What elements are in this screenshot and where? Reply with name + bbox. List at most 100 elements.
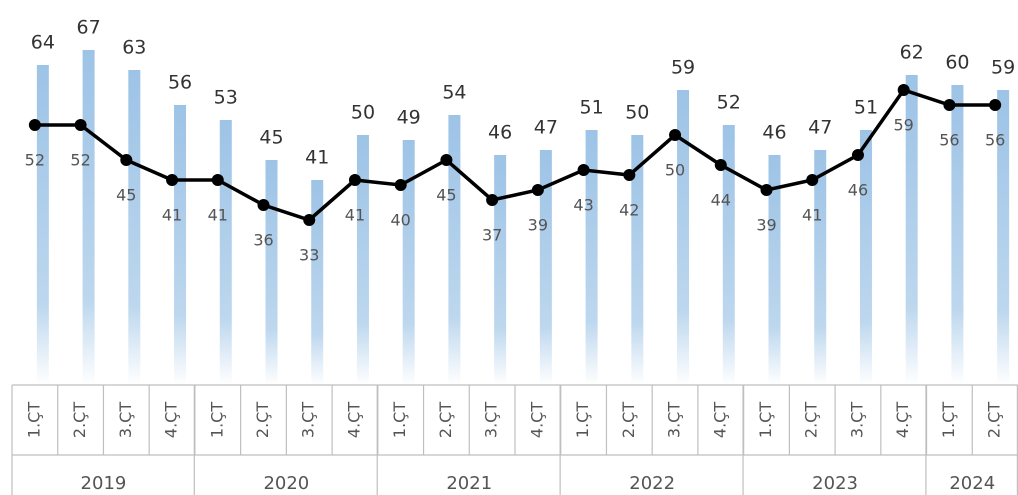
line-label: 52	[70, 151, 90, 170]
line	[34, 87, 996, 222]
bar	[722, 125, 735, 385]
x-tick-label: 2.ÇT	[436, 402, 455, 438]
x-tick-label: 1.ÇT	[939, 402, 958, 438]
x-tick-label: 2.ÇT	[802, 402, 821, 438]
bar-label: 54	[442, 82, 466, 104]
bar	[677, 90, 690, 385]
x-tick-label: 1.ÇT	[573, 402, 592, 438]
line-point	[577, 164, 590, 176]
bar-label: 49	[397, 107, 421, 129]
group-label: 2019	[81, 473, 127, 494]
line-point	[486, 194, 499, 206]
bar	[539, 150, 552, 385]
bar-label: 67	[76, 17, 100, 39]
bar	[448, 115, 461, 385]
line-label: 40	[391, 211, 411, 230]
line-label: 39	[756, 216, 776, 235]
bar-label: 56	[168, 72, 192, 94]
line-label: 59	[894, 116, 914, 135]
bar-label: 52	[717, 92, 741, 114]
bar	[174, 105, 187, 385]
bar	[585, 130, 598, 385]
line-point	[669, 129, 682, 141]
x-tick-label: 2.ÇT	[619, 402, 638, 438]
line-point	[303, 214, 316, 226]
x-tick-label: 1.ÇT	[207, 402, 226, 438]
line-point	[714, 159, 727, 171]
line-label: 37	[482, 226, 502, 245]
line-label: 52	[25, 151, 45, 170]
line-point	[760, 184, 773, 196]
bar-label: 41	[305, 147, 329, 169]
line-point	[851, 149, 864, 161]
bar	[997, 90, 1010, 385]
bar	[311, 180, 324, 385]
bar-label: 53	[214, 87, 238, 109]
x-tick-label: 4.ÇT	[710, 402, 729, 438]
bar	[631, 135, 644, 385]
line-point	[623, 169, 636, 181]
line-label: 41	[345, 206, 365, 225]
bar	[402, 140, 415, 385]
x-tick-label: 1.ÇT	[756, 402, 775, 438]
line-label: 44	[711, 191, 731, 210]
line-point	[394, 179, 407, 191]
x-tick-label: 2.ÇT	[985, 402, 1004, 438]
line-point	[166, 174, 179, 186]
line-label: 43	[573, 196, 593, 215]
line-point	[74, 119, 87, 131]
x-tick-label: 2.ÇT	[70, 402, 89, 438]
line-point	[28, 119, 41, 131]
bar-label: 46	[488, 122, 512, 144]
x-tick-label: 3.ÇT	[299, 402, 318, 438]
line-label: 42	[619, 201, 639, 220]
x-tick-label: 3.ÇT	[665, 402, 684, 438]
line-point	[531, 184, 544, 196]
bar	[951, 85, 964, 385]
line-label: 41	[802, 206, 822, 225]
group-label: 2021	[446, 473, 492, 494]
x-tick-label: 3.ÇT	[482, 402, 501, 438]
bar	[768, 155, 781, 385]
line-point	[897, 84, 910, 96]
line-point	[257, 199, 270, 211]
bar-label: 46	[762, 122, 786, 144]
x-tick-label: 1.ÇT	[24, 402, 43, 438]
line-label: 46	[848, 181, 868, 200]
group-label: 2023	[812, 473, 858, 494]
line-point	[348, 174, 361, 186]
x-tick-label: 3.ÇT	[116, 402, 135, 438]
bar-label: 50	[351, 102, 375, 124]
x-tick-label: 1.ÇT	[390, 402, 409, 438]
bar-label: 51	[579, 97, 603, 119]
bar-label: 59	[671, 57, 695, 79]
line-label: 33	[299, 246, 319, 265]
line-label: 56	[985, 131, 1005, 150]
bar	[82, 50, 95, 385]
x-tick-label: 4.ÇT	[527, 402, 546, 438]
bar	[265, 160, 278, 385]
line-label: 45	[116, 186, 136, 205]
bar-label: 64	[31, 32, 55, 54]
bar-label: 60	[945, 52, 969, 74]
line-label: 56	[939, 131, 959, 150]
line-label: 45	[436, 186, 456, 205]
bar-label: 47	[808, 117, 832, 139]
x-tick-label: 2.ÇT	[253, 402, 272, 438]
line-point	[989, 99, 1002, 111]
bar	[356, 135, 369, 385]
x-tick-label: 4.ÇT	[162, 402, 181, 438]
line-point	[943, 99, 956, 111]
bar	[494, 155, 507, 385]
line-point	[211, 174, 224, 186]
bar-label: 50	[625, 102, 649, 124]
bar-label: 45	[259, 127, 283, 149]
bar	[859, 130, 872, 385]
line-label: 41	[162, 206, 182, 225]
group-label: 2024	[949, 473, 995, 494]
bar	[905, 75, 918, 385]
bar-label: 62	[900, 42, 924, 64]
bar	[814, 150, 827, 385]
group-label: 2022	[629, 473, 675, 494]
